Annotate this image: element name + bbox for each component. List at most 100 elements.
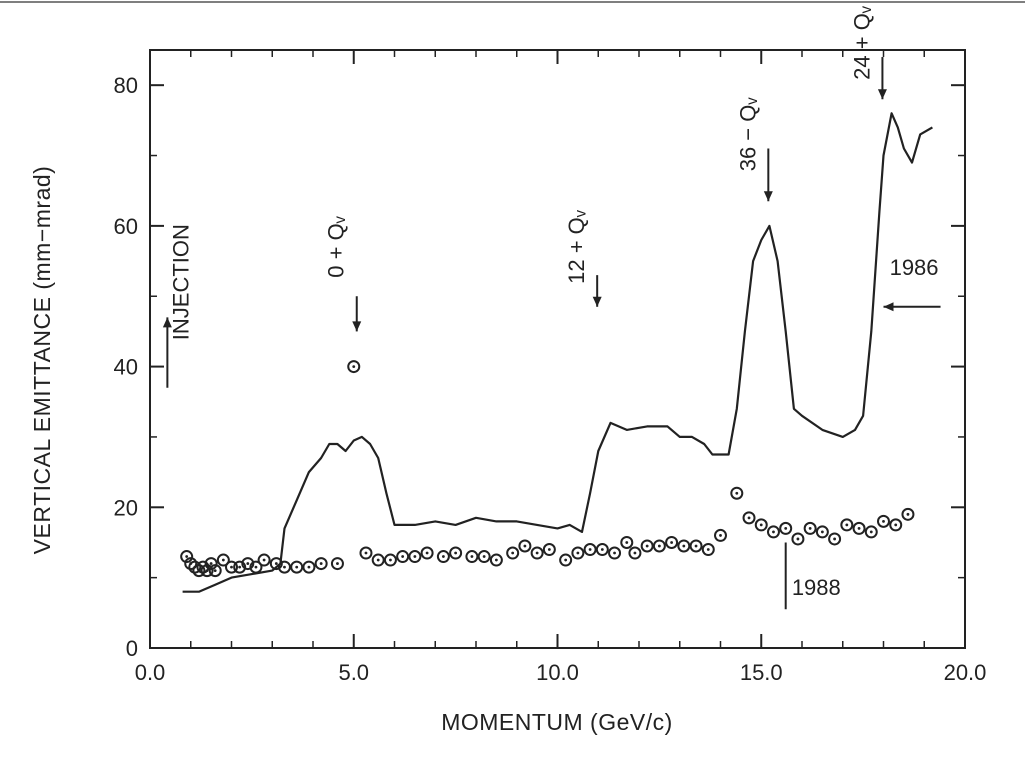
injection-arrow-head	[162, 317, 172, 328]
data-point-center	[759, 523, 763, 527]
data-point-center	[747, 516, 751, 520]
resonance-label-24-plus-qv: 24 + Qᵥ	[849, 5, 874, 80]
data-point-center	[735, 491, 739, 495]
y-tick-label: 60	[114, 214, 138, 239]
y-axis-title: VERTICAL EMITTANCE (mm−mrad)	[29, 166, 55, 555]
x-axis-title: MOMENTUM (GeV/c)	[441, 709, 673, 735]
data-point-1988	[677, 539, 691, 553]
data-point-center	[857, 527, 861, 530]
data-point-1988	[506, 546, 520, 560]
data-point-center	[205, 569, 209, 573]
data-point-1988	[901, 507, 915, 521]
data-point-center	[413, 555, 417, 558]
data-point-1988	[852, 521, 866, 535]
data-point-1988	[330, 557, 344, 571]
data-point-1988	[408, 550, 422, 564]
data-point-1988	[269, 557, 283, 571]
data-point-1988	[791, 532, 805, 546]
data-point-1988	[233, 560, 247, 574]
data-point-center	[564, 558, 568, 562]
data-point-center	[494, 558, 498, 562]
data-point-1988	[302, 560, 316, 574]
resonance-label-12-plus-qv: 12 + Qᵥ	[564, 209, 589, 284]
data-point-1988	[465, 550, 479, 564]
data-point-center	[230, 565, 233, 569]
injection-label: INJECTION	[168, 224, 193, 340]
y-tick-label: 80	[114, 73, 138, 98]
data-point-center	[511, 551, 515, 555]
data-point-1988	[477, 550, 491, 564]
data-point-1988	[359, 546, 373, 560]
data-point-1988	[420, 546, 434, 560]
data-point-1988	[277, 560, 291, 574]
data-point-center	[283, 565, 286, 569]
data-point-1988	[815, 525, 829, 539]
data-point-center	[376, 558, 380, 562]
data-point-center	[784, 527, 788, 530]
data-point-1988	[840, 518, 854, 532]
annotation-layer: INJECTION 0 + Qᵥ 12 + Qᵥ 36 − Qᵥ 24 + Qᵥ 1986…	[162, 5, 941, 610]
data-point-1988	[204, 557, 218, 571]
data-point-1988	[571, 546, 585, 560]
data-point-1988	[730, 486, 744, 500]
data-point-center	[389, 558, 392, 562]
data-point-center	[482, 555, 486, 558]
data-point-center	[625, 541, 629, 544]
data-point-center	[588, 548, 592, 551]
data-point-center	[772, 530, 775, 534]
data-point-center	[845, 523, 849, 527]
data-point-center	[547, 548, 551, 551]
data-point-center	[254, 565, 258, 569]
data-point-1988	[489, 553, 503, 567]
resonance-label-0-plus-qv: 0 + Qᵥ	[324, 215, 349, 277]
data-point-center	[454, 551, 458, 555]
data-point-1988	[241, 557, 255, 571]
data-point-1988	[620, 535, 634, 549]
x-axis-ticks: 0.0 5.0 10.0 15.0 20.0	[135, 50, 986, 685]
x-tick-label: 10.0	[536, 660, 579, 685]
data-point-center	[262, 558, 266, 562]
series-layer	[180, 112, 933, 593]
series-line-1986	[182, 112, 933, 593]
data-point-1988	[742, 511, 756, 525]
data-point-center	[535, 551, 539, 555]
data-point-center	[523, 544, 527, 548]
data-point-center	[657, 544, 661, 548]
data-point-1988	[314, 557, 328, 571]
data-point-1988	[216, 553, 230, 567]
data-point-center	[719, 534, 722, 537]
data-point-center	[238, 565, 242, 569]
data-point-1988	[640, 539, 654, 553]
data-point-center	[336, 562, 339, 565]
data-point-1988	[754, 518, 768, 532]
data-point-1988	[828, 532, 842, 546]
data-point-center	[808, 527, 812, 530]
data-point-1988	[180, 550, 194, 564]
data-point-1988	[208, 564, 222, 578]
data-point-center	[796, 537, 800, 541]
data-point-center	[869, 530, 873, 534]
resonance-arrow-24-plus-qv-head	[877, 89, 887, 100]
data-point-1988	[290, 560, 304, 574]
legend-label-1986: 1986	[890, 255, 939, 280]
data-point-1988	[396, 550, 410, 564]
resonance-label-36-minus-qv: 36 − Qᵥ	[735, 97, 760, 172]
data-point-center	[600, 548, 604, 551]
data-point-1988	[583, 543, 597, 557]
data-point-1988	[628, 546, 642, 560]
legend-arrow-1986-head	[883, 302, 894, 312]
data-point-center	[633, 551, 637, 555]
data-point-center	[613, 551, 616, 555]
data-point-1988	[449, 546, 463, 560]
data-point-1988	[371, 553, 385, 567]
data-point-1988	[347, 360, 361, 374]
data-point-center	[682, 544, 686, 548]
data-point-center	[645, 544, 649, 548]
data-point-1988	[665, 535, 679, 549]
data-point-1988	[689, 539, 703, 553]
data-point-center	[295, 565, 299, 569]
data-point-1988	[436, 550, 450, 564]
y-tick-label: 40	[114, 355, 138, 380]
x-tick-label: 0.0	[135, 660, 166, 685]
